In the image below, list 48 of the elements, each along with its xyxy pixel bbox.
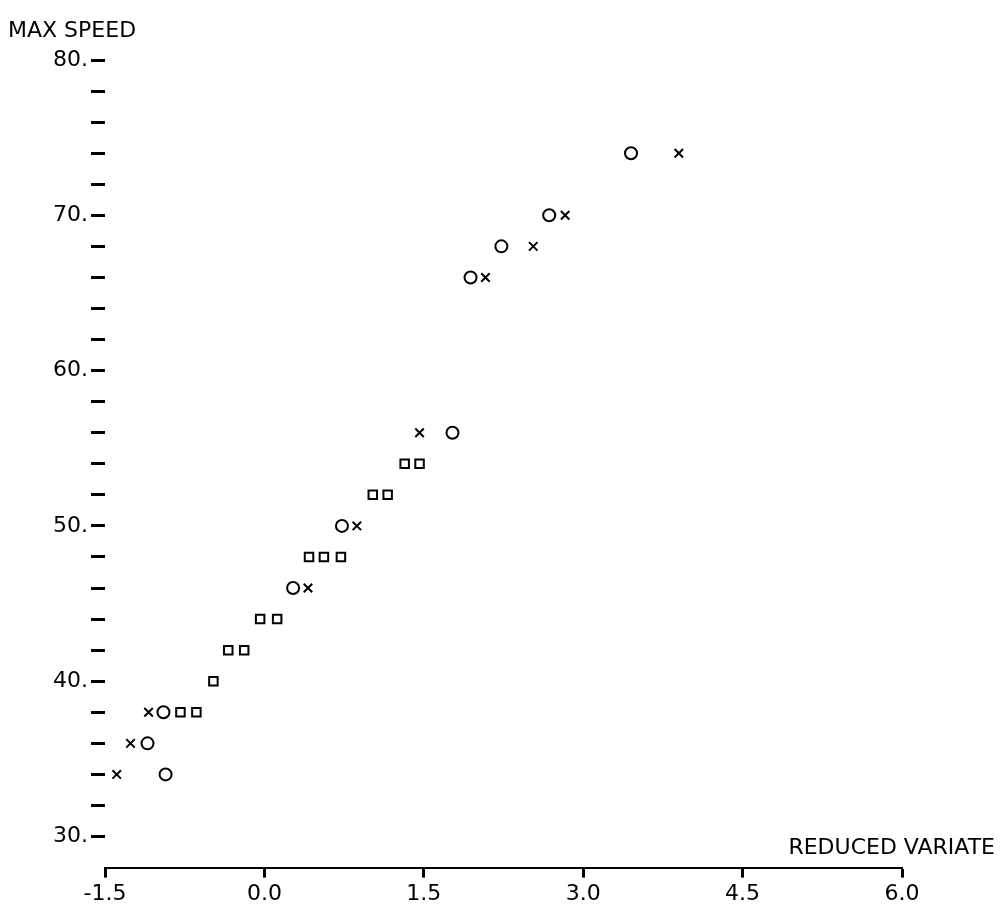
x-tick-label: 3.0 (565, 879, 601, 905)
point (334, 518, 349, 533)
point (335, 551, 347, 563)
point (175, 707, 186, 718)
point (111, 769, 122, 780)
point (528, 241, 539, 252)
point (414, 427, 425, 438)
y-tick-label: 70. (53, 201, 88, 227)
point (158, 767, 173, 782)
point (318, 551, 330, 563)
point (494, 239, 509, 254)
x-tick-label: 1.5 (406, 879, 442, 905)
x-axis-title: REDUCED VARIATE (788, 834, 995, 860)
point (271, 613, 283, 625)
point (673, 147, 685, 159)
x-tick-label: -1.5 (83, 879, 127, 905)
point (238, 644, 250, 656)
y-tick-label: 80. (53, 45, 88, 71)
y-tick-label: 40. (53, 666, 88, 692)
point (399, 458, 410, 470)
y-axis-title: MAX SPEED (8, 16, 137, 42)
point (414, 458, 425, 470)
point (286, 581, 301, 596)
point (156, 705, 171, 720)
point (382, 489, 393, 501)
x-tick-label: 4.5 (725, 879, 761, 905)
y-tick-label: 50. (53, 511, 88, 537)
point (624, 146, 639, 161)
point (302, 582, 314, 594)
point (140, 736, 155, 751)
point (351, 520, 363, 532)
x-tick-label: 0.0 (246, 879, 282, 905)
y-tick-label: 30. (53, 822, 88, 848)
point (223, 644, 234, 656)
point (303, 551, 315, 563)
point (559, 210, 571, 221)
point (125, 738, 136, 749)
point (445, 425, 460, 440)
point (191, 707, 202, 718)
point (254, 613, 266, 625)
point (463, 270, 478, 285)
point (480, 272, 491, 283)
point (542, 208, 557, 223)
x-tick-label: 6.0 (884, 879, 920, 905)
point (208, 675, 219, 687)
y-tick-label: 60. (53, 356, 88, 382)
point (367, 489, 379, 501)
point (143, 707, 154, 718)
